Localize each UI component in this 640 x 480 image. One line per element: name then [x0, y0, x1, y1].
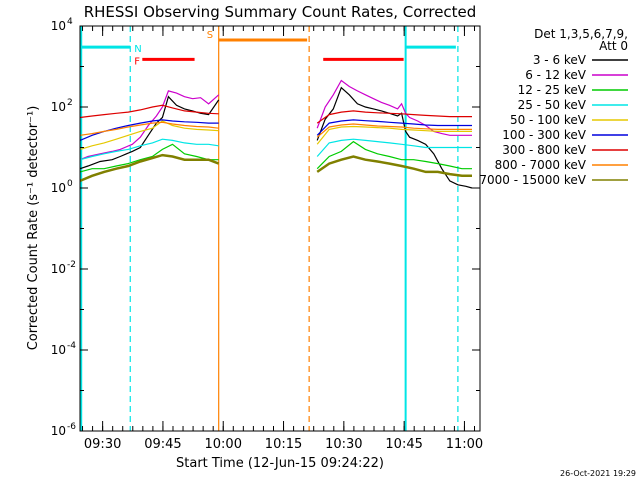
- chart-title: RHESSI Observing Summary Count Rates, Co…: [84, 3, 477, 21]
- plot-area: NF S: [79, 26, 473, 431]
- series-line: [79, 79, 472, 161]
- legend-label: 50 - 100 keV: [510, 113, 587, 127]
- y-tick-label-exp: -4: [67, 341, 76, 351]
- y-axis-label: Corrected Count Rate (s⁻¹ detector⁻¹): [26, 106, 41, 351]
- y-tick-label-base: 10: [51, 343, 66, 357]
- generation-timestamp: 26-Oct-2021 19:29: [560, 469, 636, 478]
- series-line: [79, 120, 472, 150]
- x-tick-label: 10:45: [385, 437, 422, 452]
- y-tick-label-exp: -6: [67, 422, 76, 432]
- flare-label: F: [134, 56, 140, 67]
- y-tick-label-base: 10: [51, 181, 66, 195]
- legend-label: 7000 - 15000 keV: [479, 173, 586, 187]
- legend-subtitle: Att 0: [599, 39, 628, 53]
- y-tick-label-base: 10: [51, 424, 66, 438]
- legend-label: 800 - 7000 keV: [495, 158, 587, 172]
- night-label: N: [134, 44, 141, 55]
- x-axis-label: Start Time (12-Jun-15 09:24:22): [176, 456, 384, 471]
- y-tick-label-base: 10: [51, 262, 66, 276]
- y-tick-label-exp: -2: [67, 260, 76, 270]
- series-line: [79, 138, 472, 161]
- x-tick-label: 10:15: [265, 437, 302, 452]
- y-tick-label-exp: 4: [67, 17, 73, 27]
- y-tick-label-exp: 2: [67, 98, 73, 108]
- series-line: [79, 104, 472, 124]
- series-line: [79, 153, 472, 183]
- legend-label: 300 - 800 keV: [502, 143, 586, 157]
- legend-label: 25 - 50 keV: [518, 98, 587, 112]
- x-axis: 09:30 09:45 10:00 10:15 10:30 10:45 11:00: [82, 26, 483, 452]
- x-tick-label: 10:30: [325, 437, 362, 452]
- y-tick-label-exp: 0: [67, 179, 73, 189]
- legend-label: 3 - 6 keV: [533, 53, 587, 67]
- legend-label: 12 - 25 keV: [518, 83, 587, 97]
- x-tick-label: 09:30: [84, 437, 121, 452]
- series-line: [79, 140, 472, 173]
- legend-label: 100 - 300 keV: [502, 128, 586, 142]
- y-tick-label-base: 10: [51, 19, 66, 33]
- legend-title: Det 1,3,5,6,7,9,: [534, 27, 628, 41]
- x-tick-label: 09:45: [144, 437, 181, 452]
- saa-label: S: [207, 30, 213, 41]
- x-tick-label: 10:00: [205, 437, 242, 452]
- x-tick-label: 11:00: [446, 437, 483, 452]
- series-line: [79, 121, 472, 138]
- y-tick-label-base: 10: [51, 100, 66, 114]
- legend-label: 6 - 12 keV: [525, 68, 587, 82]
